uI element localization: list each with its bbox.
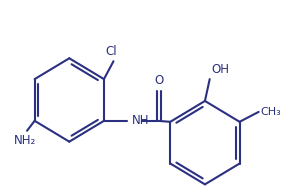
Text: OH: OH: [212, 63, 229, 76]
Text: NH: NH: [131, 114, 149, 127]
Text: O: O: [154, 74, 164, 87]
Text: Cl: Cl: [106, 45, 117, 58]
Text: NH₂: NH₂: [14, 134, 36, 147]
Text: CH₃: CH₃: [260, 107, 281, 117]
